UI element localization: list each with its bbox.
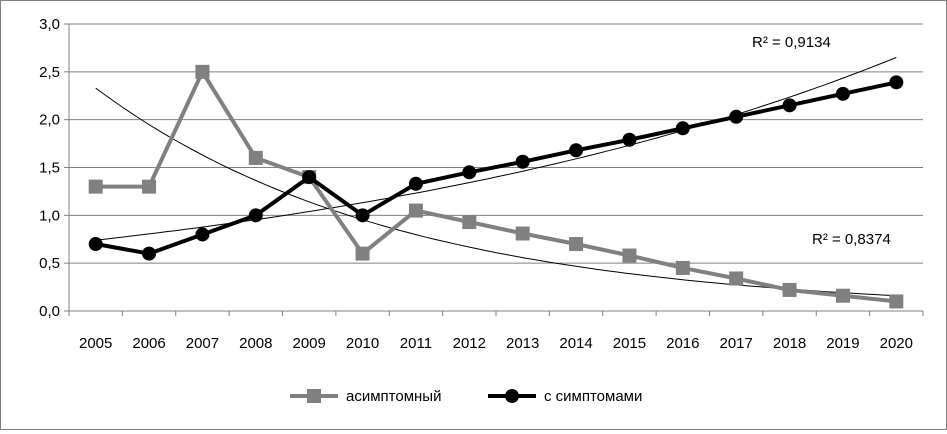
data-point-square xyxy=(142,179,157,194)
data-point-circle xyxy=(195,227,210,242)
gridlines xyxy=(68,23,923,312)
data-point-circle xyxy=(462,165,477,180)
data-point-circle xyxy=(408,176,423,191)
x-tick-label: 2012 xyxy=(453,335,486,352)
series xyxy=(88,64,904,309)
x-tick-label: 2007 xyxy=(186,335,219,352)
y-tick-label: 0,5 xyxy=(39,255,60,272)
data-point-circle xyxy=(88,237,103,252)
x-tick-label: 2010 xyxy=(346,335,379,352)
data-point-circle xyxy=(675,121,690,136)
y-axis-ticks: 0,0 0,5 1,0 1,5 2,0 2,5 3,0 xyxy=(39,16,69,320)
x-tick-label: 2005 xyxy=(79,335,112,352)
data-point-square xyxy=(515,226,530,241)
legend-square-marker xyxy=(307,389,321,403)
data-point-circle xyxy=(302,170,317,185)
y-tick-label: 2,5 xyxy=(39,64,60,81)
x-tick-label: 2013 xyxy=(506,335,539,352)
data-point-square xyxy=(462,215,477,230)
legend-label: асимптомный xyxy=(346,388,441,405)
data-point-square xyxy=(88,179,103,194)
data-point-square xyxy=(782,282,797,297)
x-tick-label: 2011 xyxy=(400,335,432,352)
data-point-circle xyxy=(835,86,850,101)
x-tick-label: 2015 xyxy=(613,335,646,352)
data-point-square xyxy=(835,288,850,303)
series-line xyxy=(95,69,897,304)
data-point-circle xyxy=(729,109,744,124)
y-tick-label: 0,0 xyxy=(39,303,60,320)
legend-label: с симптомами xyxy=(544,388,642,405)
data-point-square xyxy=(569,237,584,252)
data-point-circle xyxy=(622,132,637,147)
x-tick-label: 2014 xyxy=(559,335,592,352)
trendline-2 xyxy=(95,87,897,297)
series-symptomatic xyxy=(88,75,904,261)
data-point-square xyxy=(248,150,263,165)
x-tick-label: 2009 xyxy=(293,335,326,352)
data-point-circle xyxy=(782,98,797,113)
legend-item: с симптомами xyxy=(488,388,642,405)
data-point-square xyxy=(622,248,637,263)
trendline-1 xyxy=(95,57,897,241)
trendline-r2-label-2: R² = 0,8374 xyxy=(812,231,891,248)
x-tick-label: 2019 xyxy=(826,335,859,352)
data-point-square xyxy=(729,271,744,286)
x-tick-label: 2006 xyxy=(132,335,165,352)
data-point-square xyxy=(195,64,210,79)
y-tick-label: 1,5 xyxy=(39,160,60,177)
y-tick-label: 1,0 xyxy=(39,207,60,224)
data-point-square xyxy=(675,260,690,275)
series-line xyxy=(95,80,897,256)
trendline-r2-label-1: R² = 0,9134 xyxy=(752,34,831,51)
x-tick-label: 2008 xyxy=(239,335,272,352)
x-axis-ticks: 2005 2006 2007 2008 2009 2010 2011 2012 2013 2014… xyxy=(68,311,924,352)
data-point-circle xyxy=(248,208,263,223)
data-point-square xyxy=(889,294,904,309)
y-tick-label: 3,0 xyxy=(39,16,60,33)
x-tick-label: 2020 xyxy=(880,335,913,352)
data-point-circle xyxy=(889,75,904,90)
data-point-circle xyxy=(142,246,157,261)
y-tick-label: 2,0 xyxy=(39,112,60,129)
data-point-square xyxy=(355,246,370,261)
legend-item: асимптомный xyxy=(290,388,441,405)
data-point-square xyxy=(408,203,423,218)
data-point-circle xyxy=(515,154,530,169)
legend-circle-marker xyxy=(505,389,519,403)
x-tick-label: 2017 xyxy=(720,335,753,352)
x-tick-label: 2016 xyxy=(666,335,699,352)
series-asymptomatic xyxy=(88,64,904,309)
legend: асимптомный с симптомами xyxy=(290,388,642,405)
data-point-circle xyxy=(355,208,370,223)
x-tick-label: 2018 xyxy=(773,335,806,352)
data-point-circle xyxy=(569,143,584,158)
